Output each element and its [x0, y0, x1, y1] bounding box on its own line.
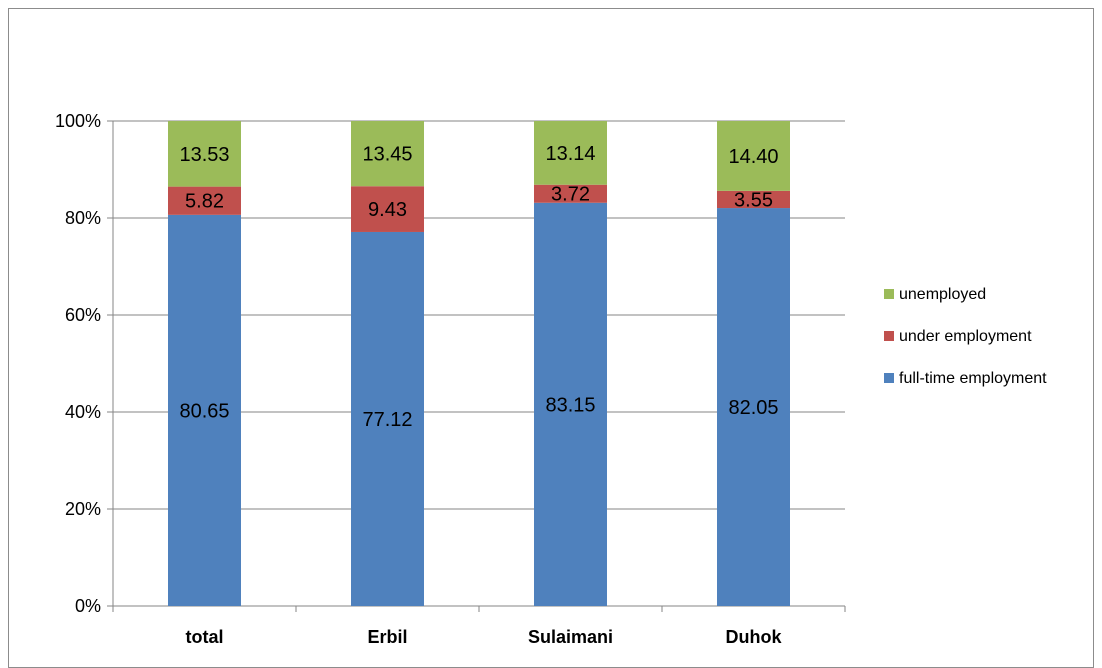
legend-label: full-time employment [899, 370, 1047, 387]
bar-segment [351, 231, 424, 606]
data-label: 77.12 [362, 409, 412, 431]
data-label: 13.53 [179, 144, 229, 166]
data-label: 82.05 [728, 397, 778, 419]
x-category-label: total [186, 627, 224, 647]
x-category-label: Sulaimani [528, 627, 613, 647]
legend-swatch [884, 331, 894, 341]
data-label: 13.14 [545, 143, 595, 165]
data-label: 3.72 [551, 184, 590, 206]
bar-segment [534, 121, 607, 185]
y-tick-label: 40% [65, 402, 101, 422]
legend-swatch [884, 289, 894, 299]
x-category-label: Duhok [726, 627, 783, 647]
legend-label: under employment [899, 328, 1032, 345]
data-label: 13.45 [362, 144, 412, 166]
data-label: 14.40 [728, 146, 778, 168]
bar-segment [351, 186, 424, 232]
legend-label: unemployed [899, 286, 986, 303]
y-tick-label: 80% [65, 208, 101, 228]
stacked-bar-chart: 0% 20% 40% 60% 80% 100% 80.65 5.82 13.53 total 77.… [55, 111, 1047, 647]
data-label: 9.43 [368, 199, 407, 221]
y-tick-label: 100% [55, 111, 101, 131]
bar-segment [534, 184, 607, 203]
data-label: 80.65 [179, 400, 229, 422]
bar-segment [717, 208, 790, 606]
bar-segment [168, 214, 241, 606]
y-tick-label: 0% [75, 596, 101, 616]
data-label: 5.82 [185, 191, 224, 213]
data-label: 3.55 [734, 189, 773, 211]
bar-segment [351, 121, 424, 187]
x-category-label: Erbil [367, 627, 407, 647]
bar-segment [168, 121, 241, 187]
legend-swatch [884, 373, 894, 383]
bar-segment [168, 186, 241, 215]
bar-segment [534, 202, 607, 606]
y-tick-label: 60% [65, 305, 101, 325]
bar-segment [717, 121, 790, 191]
y-tick-label: 20% [65, 499, 101, 519]
bar-segment [717, 190, 790, 209]
data-label: 83.15 [545, 394, 595, 416]
